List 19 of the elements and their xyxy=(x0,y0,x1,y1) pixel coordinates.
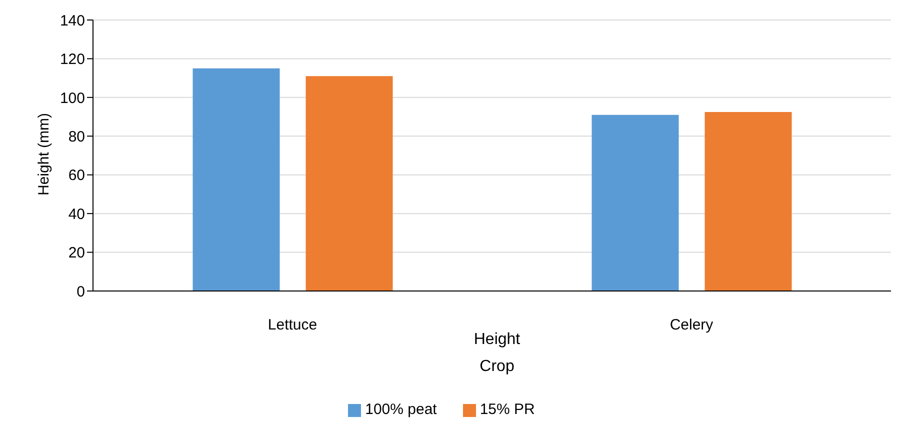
y-axis-title: Height (mm) xyxy=(35,112,52,196)
legend-label: 100% peat xyxy=(365,401,437,418)
y-tick-label: 120 xyxy=(60,51,85,68)
x-axis-title: Crop xyxy=(478,358,516,376)
x-tick-label: Celery xyxy=(670,316,714,334)
bar xyxy=(192,68,280,291)
y-tick-label: 100 xyxy=(60,90,85,107)
y-tick-label: 0 xyxy=(76,283,85,300)
y-tick-label: 20 xyxy=(68,244,85,262)
y-tick-label: 40 xyxy=(68,206,85,223)
text: Height xyxy=(474,331,520,348)
y-tick-label: 80 xyxy=(68,128,85,146)
bar xyxy=(592,114,679,291)
bar xyxy=(704,112,792,291)
x-tick-label: Lettuce xyxy=(268,316,318,334)
legend-label: 15% PR xyxy=(480,401,535,418)
y-tick-label: 140 xyxy=(60,12,85,30)
y-tick-label: 60 xyxy=(68,167,85,184)
bar xyxy=(306,76,393,291)
